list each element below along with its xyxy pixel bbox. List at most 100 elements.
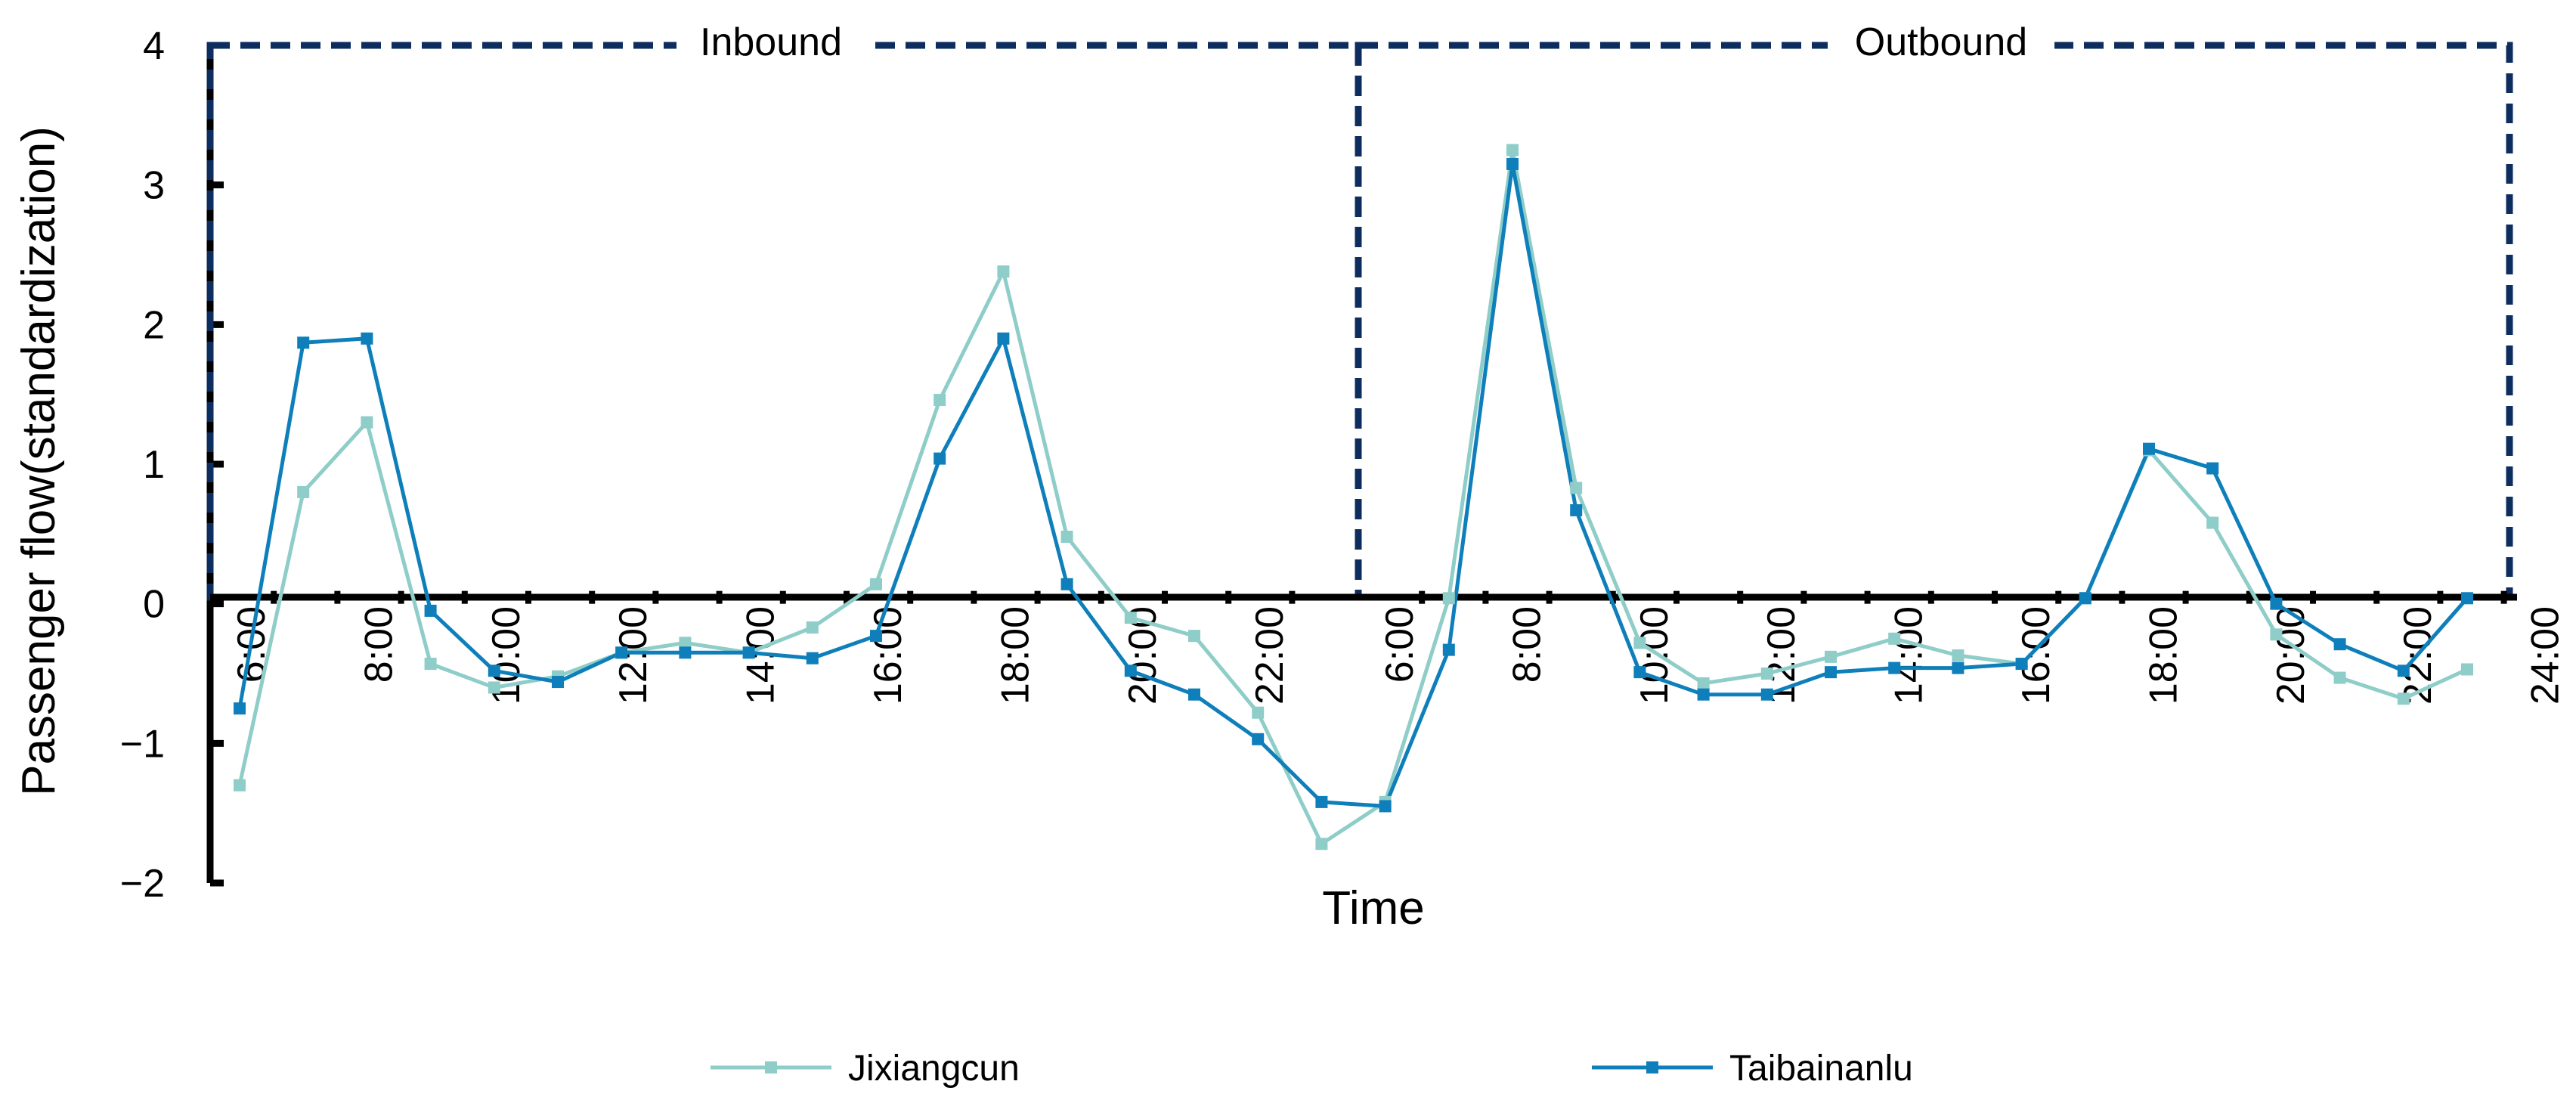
data-point [234, 779, 246, 792]
data-point [1124, 612, 1137, 624]
data-point [1252, 706, 1265, 719]
data-point [361, 332, 373, 345]
x-tick-label: 18:00 [2141, 606, 2185, 705]
data-point [1760, 688, 1773, 701]
y-tick-label: 0 [143, 583, 165, 627]
data-point [1952, 649, 1965, 661]
y-tick-label: 4 [143, 24, 165, 68]
data-point [1442, 643, 1455, 656]
data-point [1888, 632, 1901, 645]
legend-label: Jixiangcun [848, 1049, 1020, 1089]
data-point [1060, 531, 1073, 544]
legend-swatch-marker [765, 1061, 777, 1073]
data-point [488, 681, 500, 694]
data-point [297, 336, 310, 349]
data-point [806, 652, 819, 665]
data-point [361, 416, 373, 429]
data-point [1952, 661, 1965, 674]
data-point [933, 394, 946, 407]
data-point [424, 658, 437, 671]
data-point [488, 665, 500, 677]
x-tick-label: 10:00 [1633, 606, 1677, 705]
data-point [2143, 442, 2155, 455]
data-point [1570, 482, 1583, 494]
legend-swatch-marker [1646, 1061, 1658, 1073]
data-point [424, 604, 437, 617]
data-point [742, 646, 755, 659]
data-point [2015, 658, 2028, 671]
data-point [2333, 671, 2346, 684]
data-point [933, 452, 946, 465]
data-point [870, 630, 882, 643]
data-point [2333, 638, 2346, 651]
data-point [997, 332, 1010, 345]
data-point [2206, 462, 2219, 475]
x-tick-label: 14:00 [1887, 606, 1931, 705]
y-tick-label: 1 [143, 443, 165, 487]
data-point [1252, 733, 1265, 745]
y-tick-label: −1 [120, 722, 165, 766]
x-tick-label: 16:00 [2014, 606, 2058, 705]
data-point [1506, 157, 1519, 170]
data-point [1825, 666, 1837, 679]
data-point [2397, 665, 2410, 677]
data-point [1060, 578, 1073, 590]
data-point [1188, 688, 1200, 701]
data-point [1379, 800, 1392, 813]
y-axis-label: Passenger flow(standardization) [13, 126, 65, 796]
x-axis: 6:00 8:00 10:00 12:00 14:00 16:00 18:00 20:00 22… [210, 590, 2568, 705]
data-point [1825, 650, 1837, 663]
data-point [679, 637, 692, 649]
panel-frame-outbound [1355, 42, 2513, 601]
data-point [1760, 668, 1773, 680]
data-point [2079, 592, 2091, 605]
data-point [2397, 692, 2410, 705]
x-tick-label: 22:00 [1248, 606, 1292, 705]
x-axis-label: Time [1322, 882, 1424, 934]
data-point [297, 485, 310, 498]
data-point [2270, 628, 2283, 641]
data-point [997, 265, 1010, 278]
data-point [1124, 665, 1137, 677]
x-tick-label: 16:00 [866, 606, 910, 705]
series-line-taibainanlu [237, 162, 2469, 808]
data-point [2461, 592, 2473, 605]
data-point [1442, 592, 1455, 605]
y-tick-label: −2 [120, 862, 165, 906]
data-point [1697, 688, 1710, 701]
data-point [1315, 838, 1328, 850]
panel-frame-inbound [206, 42, 1362, 601]
data-point [552, 676, 564, 689]
legend-label: Taibainanlu [1729, 1049, 1913, 1089]
x-tick-label: 6:00 [1378, 606, 1422, 683]
x-tick-label: 18:00 [993, 606, 1037, 705]
panel-title-inbound: Inbound [700, 20, 842, 64]
x-tick-label: 24:00 [2524, 606, 2568, 705]
panel-title-outbound: Outbound [1855, 20, 2027, 64]
data-point [234, 702, 246, 715]
series-line-jixiangcun [237, 148, 2469, 846]
data-point [806, 621, 819, 634]
data-point [2461, 663, 2473, 676]
panel-titles: Inbound Outbound [677, 20, 2054, 68]
data-point [1633, 637, 1646, 649]
x-tick-label: 8:00 [1505, 606, 1549, 683]
y-tick-label: 3 [143, 164, 165, 208]
data-point [1570, 503, 1583, 516]
data-point [1633, 666, 1646, 679]
x-tick-label: 8:00 [357, 606, 401, 683]
panel-frames [206, 42, 2513, 601]
data-point [1188, 630, 1200, 643]
data-point [2270, 597, 2283, 610]
y-tick-label: 2 [143, 303, 165, 347]
data-point [1697, 677, 1710, 689]
data-point [1315, 795, 1328, 808]
data-point [2206, 516, 2219, 529]
data-point [679, 646, 692, 659]
legend: Jixiangcun Taibainanlu [711, 1049, 1913, 1089]
data-point [1506, 144, 1519, 156]
data-point [870, 578, 882, 590]
data-point [615, 646, 628, 659]
data-point [1888, 661, 1901, 674]
